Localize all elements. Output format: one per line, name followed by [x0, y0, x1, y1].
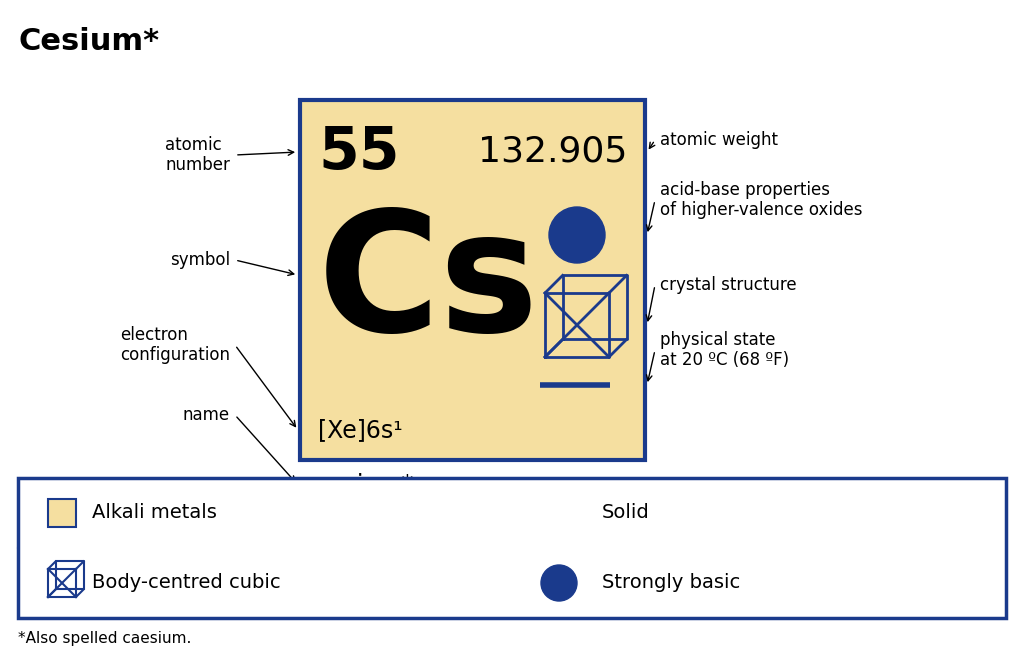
Text: Cesium*: Cesium*	[18, 28, 159, 57]
Text: crystal structure: crystal structure	[660, 276, 797, 294]
Circle shape	[541, 565, 577, 601]
Bar	[18, 478, 1006, 618]
Text: Strongly basic: Strongly basic	[602, 574, 740, 592]
Text: acid-base properties
of higher-valence oxides: acid-base properties of higher-valence o…	[660, 180, 862, 219]
Text: symbol: symbol	[170, 251, 230, 269]
Text: Alkali metals: Alkali metals	[92, 503, 217, 522]
Text: 55: 55	[318, 124, 399, 180]
Text: [Xe]6s¹: [Xe]6s¹	[318, 418, 402, 442]
Circle shape	[549, 207, 605, 263]
Text: Body-centred cubic: Body-centred cubic	[92, 574, 281, 592]
Text: physical state
at 20 ºC (68 ºF): physical state at 20 ºC (68 ºF)	[660, 330, 790, 369]
Text: atomic
number: atomic number	[165, 136, 230, 174]
Bar	[48, 499, 76, 527]
Text: name: name	[183, 406, 230, 424]
Text: *Also spelled caesium.: *Also spelled caesium.	[18, 630, 191, 645]
Text: cesium*: cesium*	[318, 473, 415, 497]
Text: Cs: Cs	[318, 203, 540, 367]
Text: atomic weight: atomic weight	[660, 131, 778, 149]
Text: 132.905: 132.905	[477, 135, 627, 169]
Bar	[300, 100, 645, 460]
Text: Solid: Solid	[602, 503, 650, 522]
Text: electron
configuration: electron configuration	[120, 326, 230, 365]
